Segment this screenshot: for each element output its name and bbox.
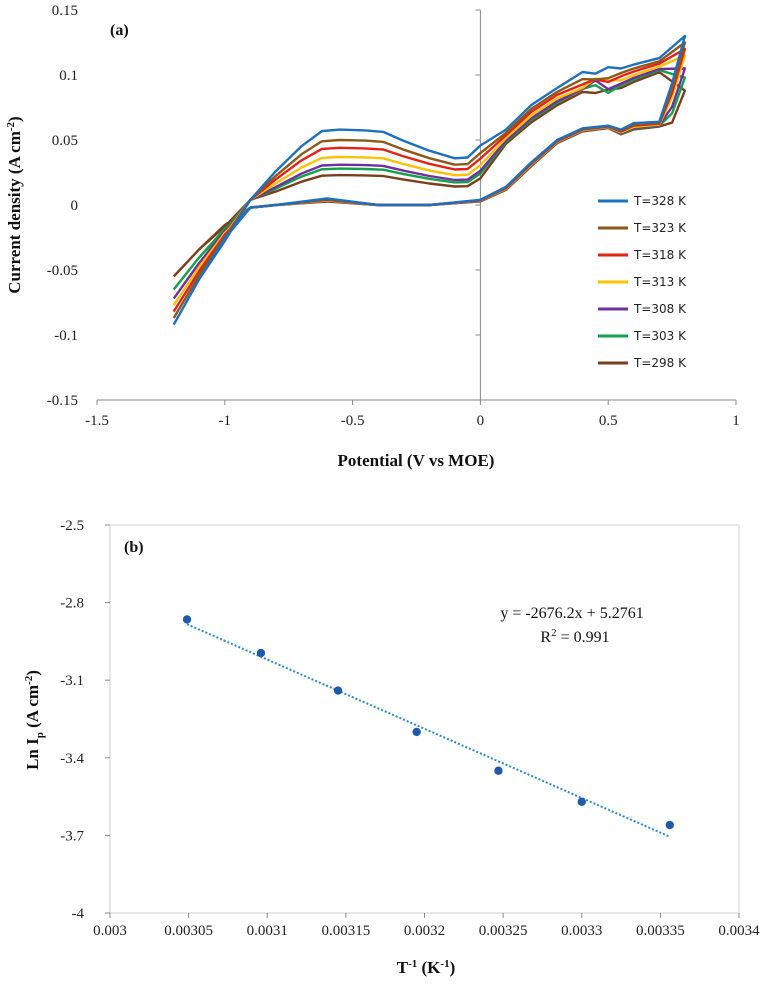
y-tick-label-a: -0.15 <box>47 393 78 409</box>
x-tick-label-b: 0.0033 <box>561 923 602 939</box>
x-tick-label-a: -1.5 <box>85 413 109 429</box>
legend-label: T=313 K <box>633 275 687 289</box>
x-tick-label-a: -0.5 <box>341 413 365 429</box>
data-point <box>182 615 192 624</box>
legend-label: T=308 K <box>633 302 687 316</box>
y-tick-label-b: -3.1 <box>60 673 84 689</box>
x-tick-label-a: 1 <box>732 413 740 429</box>
data-point <box>256 648 266 658</box>
x-tick-label-b: 0.00305 <box>164 923 213 939</box>
legend-label: T=303 K <box>633 329 687 343</box>
cv-curve-328k <box>172 34 687 326</box>
data-point <box>665 820 675 830</box>
y-axis-title-a: Current density (A cm-2) <box>5 116 24 293</box>
x-tick-label-b: 0.003 <box>93 923 127 939</box>
legend-label: T=318 K <box>633 248 687 262</box>
data-point <box>333 686 343 695</box>
y-tick-label-a: 0.05 <box>52 133 78 149</box>
y-tick-label-b: -3.7 <box>60 828 84 844</box>
y-tick-label-b: -2.5 <box>60 518 84 534</box>
y-tick-label-a: 0.15 <box>52 3 78 19</box>
panel-label-b: (b) <box>124 539 144 556</box>
y-axis-title-b: Ln Ip (A cm-2) <box>23 670 46 770</box>
x-tick-label-b: 0.0031 <box>247 923 288 939</box>
y-tick-label-a: 0 <box>71 198 79 214</box>
plot-area-b <box>109 524 740 914</box>
x-tick-label-a: 0.5 <box>599 413 618 429</box>
legend-a: T=328 K T=323 K T=318 K T=313 K T=308 K T=303… <box>598 194 687 370</box>
equation-label: y = -2676.2x + 5.2761 <box>500 605 643 622</box>
chart-b: 0.003 0.00305 0.0031 0.00315 0.0032 0.00325 0.… <box>23 518 760 977</box>
panel-label-a: (a) <box>110 22 129 39</box>
x-tick-label-b: 0.0032 <box>404 923 445 939</box>
y-tick-label-a: -0.05 <box>47 263 78 279</box>
data-point <box>577 797 586 806</box>
y-tick-label-a: -0.1 <box>54 328 78 344</box>
legend-label: T=328 K <box>633 194 687 208</box>
x-tick-label-b: 0.00325 <box>479 923 528 939</box>
data-point <box>494 766 503 775</box>
x-axis-title-b: T-1 (K-1) <box>397 958 456 977</box>
x-tick-label-b: 0.00335 <box>636 923 685 939</box>
x-tick-label-b: 0.00315 <box>322 923 371 939</box>
r-squared-label: R2 = 0.991 <box>540 627 609 646</box>
chart-a: -1.5 -1 -0.5 0 0.5 1 -0.15 -0.1 -0.05 0 0.05 0.1 0.… <box>5 3 740 470</box>
x-tick-label-b: 0.0034 <box>718 923 760 939</box>
y-tick-label-a: 0.1 <box>59 68 78 84</box>
y-tick-label-b: -3.4 <box>60 751 84 767</box>
legend-label: T=298 K <box>633 356 687 370</box>
x-tick-label-a: -1 <box>219 413 232 429</box>
legend-label: T=323 K <box>633 221 687 235</box>
y-tick-label-b: -2.8 <box>60 596 84 612</box>
data-point <box>412 727 421 737</box>
x-tick-label-a: 0 <box>477 413 485 429</box>
x-axis-title-a: Potential (V vs MOE) <box>338 451 495 470</box>
y-tick-label-b: -4 <box>72 906 85 922</box>
